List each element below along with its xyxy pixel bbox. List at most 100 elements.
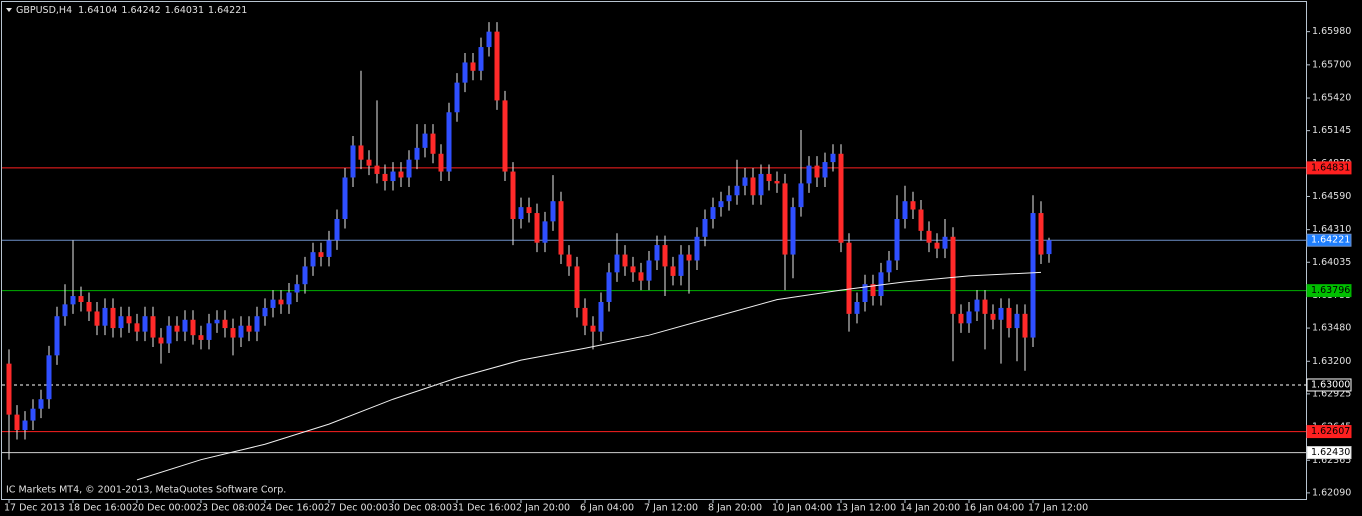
candle-body	[550, 201, 556, 222]
candle-body	[174, 325, 180, 332]
candle-body	[46, 355, 52, 400]
candle-body	[478, 47, 484, 71]
candle-body	[246, 325, 252, 332]
x-tick-label: 17 Jan 12:00	[1028, 503, 1088, 514]
candle-body	[678, 254, 684, 276]
candle-body	[798, 183, 804, 208]
candle-body	[534, 213, 540, 243]
candle-body	[102, 307, 108, 326]
candle-body	[590, 325, 596, 332]
candle-body	[142, 316, 148, 332]
candle-body	[1038, 213, 1044, 255]
x-tick-label: 7 Jan 12:00	[644, 503, 698, 514]
x-tick-label: 30 Dec 08:00	[388, 503, 452, 514]
candle-body	[502, 100, 508, 172]
candle-body	[710, 207, 716, 219]
candle-body	[438, 153, 444, 172]
candle-body	[670, 266, 676, 276]
candle-body	[270, 299, 276, 308]
candle-body	[622, 254, 628, 267]
x-tick-label: 24 Dec 16:00	[260, 503, 324, 514]
y-tick-label: 1.65980	[1312, 26, 1351, 37]
candle-body	[406, 159, 412, 178]
y-tick-label: 1.64310	[1312, 224, 1351, 235]
candle-body	[734, 185, 740, 196]
candle-body	[94, 311, 100, 326]
candle-body	[398, 171, 404, 178]
candle-body	[294, 284, 300, 293]
x-tick-label: 16 Jan 04:00	[964, 503, 1024, 514]
candle-body	[974, 299, 980, 312]
candle-body	[390, 171, 396, 182]
candle-body	[1014, 313, 1020, 329]
candle-body	[646, 260, 652, 281]
candle-body	[78, 296, 84, 302]
candle-body	[606, 272, 612, 302]
candle-body	[902, 201, 908, 219]
candle-body	[654, 245, 660, 261]
candle-body	[326, 240, 332, 257]
candle-body	[806, 165, 812, 184]
candle-body	[694, 236, 700, 261]
candle-body	[238, 325, 244, 338]
candle-body	[182, 319, 188, 332]
candle-body	[910, 201, 916, 210]
candle-body	[214, 319, 220, 324]
y-tick-label: 1.65420	[1312, 93, 1351, 104]
candle-body	[542, 221, 548, 243]
y-tick-label: 1.62365	[1312, 455, 1351, 466]
candle-body	[782, 183, 788, 255]
candle-body	[990, 313, 996, 320]
x-tick-label: 13 Jan 12:00	[836, 503, 896, 514]
candle-body	[366, 159, 372, 166]
candle-body	[190, 319, 196, 336]
candle-body	[134, 323, 140, 332]
candle-body	[198, 335, 204, 340]
candle-body	[518, 207, 524, 219]
header-low: 1.64031	[165, 5, 204, 16]
x-tick-label: 18 Dec 16:00	[68, 503, 132, 514]
candle-body	[958, 313, 964, 324]
candle-body	[358, 145, 364, 160]
x-tick-label: 23 Dec 08:00	[196, 503, 260, 514]
candle-body	[702, 218, 708, 237]
candle-body	[110, 307, 116, 329]
candle-body	[486, 31, 492, 48]
candle-body	[286, 292, 292, 305]
candle-body	[254, 316, 260, 332]
candle-body	[30, 408, 36, 421]
price-tag	[1306, 425, 1352, 439]
candle-body	[790, 207, 796, 255]
candle-body	[158, 337, 164, 344]
candle-body	[886, 260, 892, 273]
candle-body	[982, 299, 988, 314]
candle-body	[750, 177, 756, 196]
y-tick-label: 1.62090	[1312, 487, 1351, 498]
candle-body	[998, 307, 1004, 320]
x-tick-label: 27 Dec 00:00	[324, 503, 388, 514]
candle-body	[462, 62, 468, 83]
candle-body	[278, 299, 284, 305]
candle-body	[574, 266, 580, 308]
candle-body	[558, 201, 564, 255]
candle-body	[166, 325, 172, 344]
candle-body	[926, 230, 932, 243]
price-tag	[1306, 233, 1352, 247]
candle-body	[934, 242, 940, 249]
price-tag-label: 1.64221	[1311, 235, 1350, 246]
candle-body	[614, 254, 620, 273]
candle-body	[774, 181, 780, 184]
menu-triangle[interactable]	[6, 8, 12, 12]
candle-body	[830, 153, 836, 163]
y-tick-label: 1.64035	[1312, 257, 1351, 268]
y-tick-label: 1.65700	[1312, 59, 1351, 70]
candle-body	[54, 316, 60, 356]
symbol: GBPUSD,H4	[16, 5, 72, 16]
x-tick-label: 31 Dec 16:00	[452, 503, 516, 514]
candle-body	[862, 284, 868, 302]
candle-body	[118, 316, 124, 329]
header-high: 1.64242	[121, 5, 160, 16]
candle-body	[638, 272, 644, 281]
candle-body	[6, 363, 12, 415]
